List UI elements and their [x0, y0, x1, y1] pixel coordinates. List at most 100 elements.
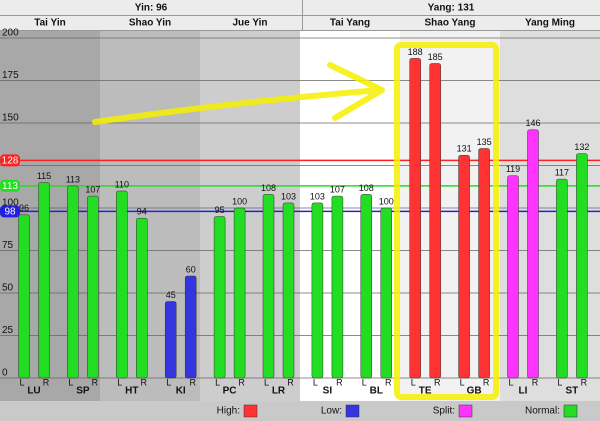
legend-bar [0, 401, 600, 421]
meridian-label: PC [223, 386, 237, 397]
value-label: 110 [115, 179, 129, 189]
bar [311, 202, 324, 379]
side-label: L [117, 377, 122, 387]
side-label: L [68, 377, 73, 387]
side-label: L [557, 377, 562, 387]
bar [136, 217, 148, 379]
side-label: R [238, 377, 245, 387]
side-label: R [385, 377, 392, 387]
y-tick-label: 100 [2, 198, 19, 209]
meridian-label: SI [323, 386, 333, 397]
side-label: R [43, 377, 50, 387]
group-label: Tai Yin [34, 18, 66, 29]
value-label: 132 [574, 142, 589, 152]
y-tick-label: 0 [2, 368, 8, 379]
y-tick-label: 75 [2, 240, 14, 251]
value-label: 103 [281, 191, 296, 201]
value-label: 146 [525, 118, 540, 128]
bar [527, 129, 539, 379]
meridian-label: ST [566, 386, 579, 397]
bar [331, 195, 344, 379]
y-tick-label: 25 [2, 325, 14, 336]
bar [184, 275, 197, 379]
value-label: 100 [379, 196, 394, 206]
value-label: 100 [232, 196, 247, 206]
legend-label: Low: [321, 406, 342, 417]
bar [458, 155, 470, 379]
group-label: Yang Ming [525, 18, 575, 29]
bar [282, 202, 295, 379]
side-label: L [215, 377, 220, 387]
highlight-arrow [92, 62, 385, 125]
value-label: 103 [310, 191, 325, 201]
bar [478, 148, 490, 379]
bar [116, 190, 128, 379]
bar [67, 185, 79, 379]
side-label: L [508, 377, 513, 387]
value-label: 188 [408, 47, 423, 57]
value-label: 119 [506, 164, 520, 174]
side-label: L [166, 377, 171, 387]
side-label: R [483, 377, 490, 387]
bar [233, 207, 246, 379]
meridian-label: BL [370, 386, 383, 397]
section-title: Yin: 96 [135, 3, 168, 14]
legend-swatch [345, 404, 360, 418]
bar [262, 194, 275, 379]
meridian-label: LU [27, 386, 40, 397]
reference-label: 128 [2, 156, 19, 167]
meridian-label: LI [519, 386, 528, 397]
meridian-label: KI [176, 386, 186, 397]
side-label: R [287, 377, 294, 387]
section-title: Yang: 131 [428, 3, 475, 14]
side-label: R [92, 377, 99, 387]
meridian-label: HT [125, 386, 138, 397]
side-label: L [19, 377, 24, 387]
side-label: R [189, 377, 196, 387]
y-tick-label: 175 [2, 70, 19, 81]
meridian-label: TE [419, 386, 432, 397]
value-label: 96 [19, 203, 29, 213]
reference-label: 113 [2, 181, 18, 192]
legend-swatch [563, 404, 578, 418]
bar [18, 214, 30, 379]
bar [380, 207, 393, 379]
bar [38, 182, 50, 379]
bar [164, 301, 177, 379]
side-label: R [581, 377, 588, 387]
value-label: 135 [477, 137, 492, 147]
y-tick-label: 150 [2, 113, 19, 124]
y-tick-label: 200 [2, 28, 19, 39]
group-label: Shao Yang [425, 18, 476, 29]
bar [409, 58, 421, 379]
side-label: R [434, 377, 441, 387]
side-label: L [411, 377, 416, 387]
side-label: L [460, 377, 465, 387]
value-label: 131 [457, 144, 472, 154]
side-label: R [141, 377, 148, 387]
side-label: L [362, 377, 367, 387]
bar [429, 63, 441, 379]
value-label: 117 [555, 167, 569, 177]
value-label: 95 [215, 205, 225, 215]
value-label: 94 [137, 207, 147, 217]
legend-label: High: [217, 406, 240, 417]
bar [556, 178, 568, 379]
value-label: 107 [85, 184, 100, 194]
meridian-label: SP [76, 386, 90, 397]
side-label: L [313, 377, 318, 387]
group-label: Tai Yang [330, 18, 370, 29]
bar [507, 175, 519, 379]
legend-label: Normal: [525, 406, 560, 417]
bar [213, 216, 226, 379]
legend-swatch [243, 404, 258, 418]
group-label: Shao Yin [129, 18, 171, 29]
reference-badge [0, 205, 20, 218]
y-tick-label: 50 [2, 283, 14, 294]
side-label: R [336, 377, 343, 387]
value-label: 60 [186, 264, 196, 274]
reference-badge [0, 179, 20, 192]
value-label: 185 [428, 52, 443, 62]
reference-label: 98 [4, 207, 16, 218]
